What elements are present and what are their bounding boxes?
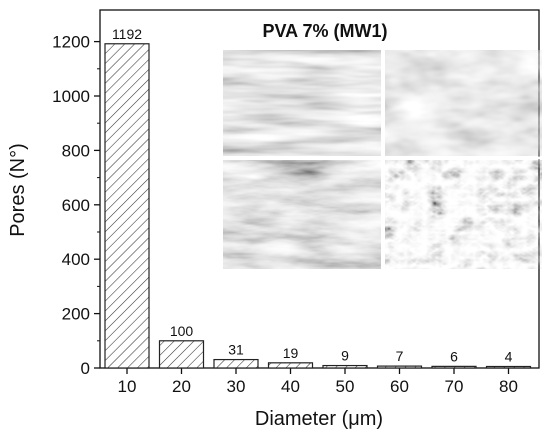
y-tick-label: 1200 <box>52 33 90 52</box>
y-tick-label: 0 <box>81 359 90 378</box>
y-tick-label: 1000 <box>52 87 90 106</box>
bar-20 <box>158 340 205 369</box>
y-tick-label: 200 <box>62 305 90 324</box>
bar-50 <box>322 364 368 369</box>
bar-value-label: 6 <box>450 348 458 364</box>
bar-value-label: 4 <box>505 349 513 365</box>
x-tick-label: 40 <box>281 377 300 396</box>
inset-micrographs: PVA 7% (MW1) <box>223 21 542 269</box>
y-tick-label: 400 <box>62 250 90 269</box>
x-tick-label: 50 <box>336 377 355 396</box>
x-axis: 10 20 30 40 50 60 70 80 <box>118 368 518 396</box>
bar-value-label: 100 <box>170 323 194 339</box>
bar-value-label: 9 <box>341 348 349 364</box>
x-tick-label: 70 <box>445 377 464 396</box>
micrograph-top-right <box>385 50 542 156</box>
bars <box>104 43 532 369</box>
bar-40 <box>267 362 314 369</box>
x-tick-label: 80 <box>499 377 518 396</box>
bar-70 <box>431 365 477 369</box>
bar-10 <box>104 43 150 369</box>
x-axis-title: Diameter (μm) <box>255 408 383 430</box>
bar-labels: 1192 100 31 19 9 7 6 4 <box>112 26 513 365</box>
bar-value-label: 1192 <box>112 26 142 42</box>
x-tick-label: 30 <box>227 377 246 396</box>
y-tick-label: 600 <box>62 196 90 215</box>
y-axis-title: Pores (N°) <box>7 143 29 237</box>
micrograph-top-left <box>223 50 381 156</box>
x-tick-label: 20 <box>172 377 191 396</box>
y-tick-label: 800 <box>62 141 90 160</box>
y-axis: 0 200 400 600 800 1000 1200 <box>52 33 100 378</box>
bar-60 <box>376 365 423 369</box>
bar-value-label: 19 <box>283 345 299 361</box>
micrograph-bottom-right <box>385 160 542 269</box>
bar-80 <box>485 365 532 369</box>
x-tick-label: 60 <box>390 377 409 396</box>
micrograph-bottom-left <box>223 160 381 269</box>
x-tick-label: 10 <box>118 377 137 396</box>
bar-value-label: 7 <box>396 348 404 364</box>
inset-title: PVA 7% (MW1) <box>262 21 387 41</box>
bar-30 <box>213 358 259 369</box>
bar-value-label: 31 <box>228 342 244 358</box>
